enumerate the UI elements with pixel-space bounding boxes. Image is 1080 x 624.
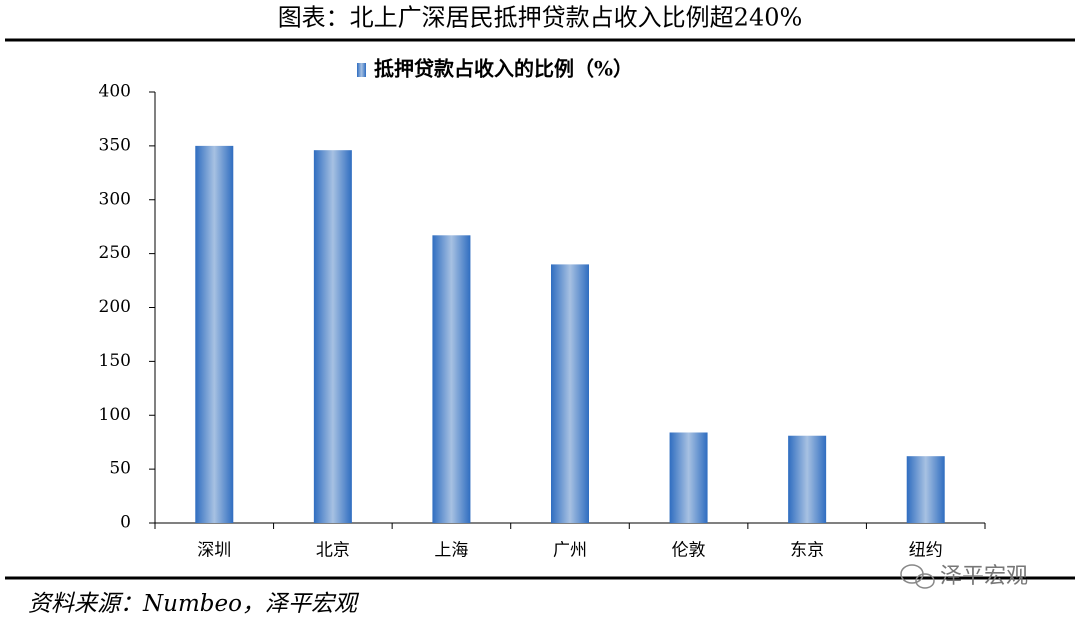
bar: [551, 264, 589, 523]
source-note: 资料来源：Numbeo，泽平宏观: [28, 591, 360, 617]
y-tick-label: 150: [99, 351, 131, 371]
x-tick-label: 纽约: [909, 541, 943, 561]
x-tick-label: 东京: [790, 541, 824, 561]
bar: [432, 235, 471, 523]
x-tick-label: 深圳: [197, 541, 231, 561]
x-tick-label: 伦敦: [672, 541, 706, 561]
chart-title: 图表：北上广深居民抵押贷款占收入比例超240%: [278, 4, 803, 32]
y-tick-label: 0: [120, 513, 131, 533]
bar: [669, 432, 708, 523]
y-tick-label: 300: [99, 189, 131, 209]
bar: [195, 145, 234, 523]
x-tick-label: 北京: [316, 541, 350, 561]
watermark-icon: [900, 564, 935, 589]
legend-label: 抵押贷款占收入的比例（%）: [374, 57, 633, 81]
y-tick-label: 400: [99, 82, 131, 102]
bar: [906, 456, 945, 523]
y-tick-label: 50: [109, 459, 131, 479]
bar: [313, 150, 352, 523]
watermark: 泽平宏观: [940, 564, 1028, 589]
y-tick-label: 350: [99, 135, 131, 155]
y-tick-label: 250: [99, 243, 131, 263]
y-tick-label: 200: [99, 297, 131, 317]
bar: [788, 435, 827, 523]
x-tick-label: 上海: [434, 541, 468, 561]
x-tick-label: 广州: [553, 541, 587, 561]
legend-swatch: [357, 63, 366, 77]
y-tick-label: 100: [99, 405, 131, 425]
